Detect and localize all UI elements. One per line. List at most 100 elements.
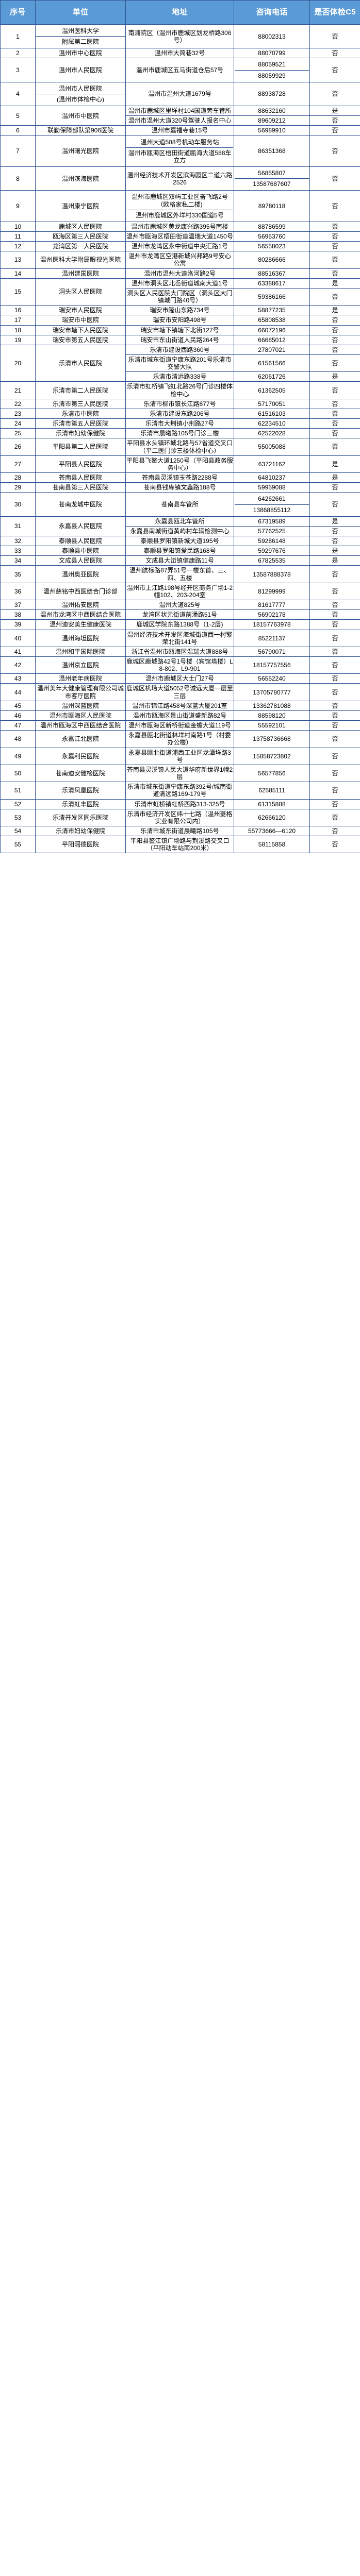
cell-c5: 否 bbox=[309, 381, 360, 399]
cell-address: 温州市上江路198号经开区商务广场1-2幢102、203-204室 bbox=[125, 582, 234, 601]
cell-phone: 56902178 bbox=[234, 609, 310, 620]
cell-c5: 否 bbox=[309, 408, 360, 419]
cell-address: 永嘉县瓯北街道浦西工业区龙潭垟路3号 bbox=[125, 747, 234, 765]
cell-unit: 平阳县第二人民医院 bbox=[35, 438, 126, 456]
cell-unit: 鹿城区人民医院 bbox=[35, 221, 126, 232]
cell-address: 温州市嘉福寺巷15号 bbox=[125, 125, 234, 136]
cell-phone: 88598120 bbox=[234, 710, 310, 721]
cell-unit: 乐清市第五人民医院 bbox=[35, 418, 126, 429]
cell-c5: 否 bbox=[309, 492, 360, 517]
cell-c5: 否 bbox=[309, 190, 360, 222]
cell-address: 温州市鹿城区大士门27号 bbox=[125, 673, 234, 684]
cell-phone: 88002313 bbox=[234, 24, 310, 49]
cell-index: 35 bbox=[0, 565, 36, 583]
table-row: 1 温州医科大学 附属第二医院 南浦院区（温州市鹿城区划龙桥路306号） 8800231… bbox=[0, 24, 360, 49]
cell-unit: 温州市瓯海区中西医结合医院 bbox=[35, 720, 126, 731]
cell-c5: 否 bbox=[309, 398, 360, 409]
cell-address: 温州航标路87弄51号一楼东首、三、四、五楼 bbox=[125, 565, 234, 583]
cell-c5: 否 bbox=[309, 782, 360, 800]
cell-c5: 否 bbox=[309, 428, 360, 439]
cell-index: 44 bbox=[0, 683, 36, 701]
cell-address: 苍南县灵溪镇玉苍路2288号 bbox=[125, 472, 234, 483]
cell-address: 乐清市虹桥镇飞虹北路26号门诊四楼体检中心 bbox=[125, 381, 234, 399]
cell-phone: 13587888378 bbox=[234, 565, 310, 583]
cell-c5: 否 bbox=[309, 836, 360, 854]
cell-c5: 否 bbox=[309, 825, 360, 837]
cell-phone: 89609212 bbox=[234, 115, 310, 126]
cell-c5: 否 bbox=[309, 334, 360, 345]
cell-c5: 否 bbox=[309, 629, 360, 647]
cell-c5: 否 bbox=[309, 609, 360, 620]
cell-address: 温州市温州大道320号驾驶人报名中心 bbox=[125, 115, 234, 126]
cell-c5: 否 bbox=[309, 135, 360, 167]
cell-c5: 否 bbox=[309, 683, 360, 701]
cell-index: 42 bbox=[0, 656, 36, 674]
cell-phone: 61516103 bbox=[234, 408, 310, 419]
cell-address-part: 温州市鹿城区双屿工业区奋飞路2号（欧格家私二楼) bbox=[132, 193, 228, 208]
table-row: 21 乐清市第二人民医院 乐清市虹桥镇飞虹北路26号门诊四楼体检中心 61362505… bbox=[0, 381, 360, 399]
table-row: 31 永嘉县人民医院 永嘉县瓯北车管所 67319589 是 bbox=[0, 516, 360, 536]
cell-phone: 88632160 bbox=[234, 106, 310, 116]
cell-phone: 56855807 13587687607 bbox=[234, 166, 310, 191]
cell-address: 温州市鹿城区里垟村104国道旁车管所 bbox=[125, 106, 234, 116]
cell-address: 温州市大简巷32号 bbox=[125, 48, 234, 59]
table-row: 12 龙湾区第一人民医院 温州市龙湾区永中街道中央汇路1号 56558023 否 bbox=[0, 241, 360, 252]
column-header-address: 地址 bbox=[125, 0, 234, 25]
table-row: 9 温州康宁医院 温州市鹿城区双屿工业区奋飞路2号（欧格家私二楼) 温州市鹿城区外垟村… bbox=[0, 190, 360, 222]
cell-phone-part: 13868855112 bbox=[235, 504, 309, 515]
table-row: 15 洞头区人民医院 温州市洞头区北岙街道城南大道1号 63388617 是 bbox=[0, 278, 360, 306]
cell-unit: 温州深蓝医院 bbox=[35, 700, 126, 711]
cell-phone: 66685012 bbox=[234, 334, 310, 345]
table-row: 6 联勤保障部队第906医院 温州市嘉福寺巷15号 56989910 否 bbox=[0, 125, 360, 136]
cell-phone: 62522028 bbox=[234, 428, 310, 439]
cell-c5: 是 bbox=[309, 555, 360, 566]
cell-unit: 苍南县第三人民医院 bbox=[35, 482, 126, 493]
cell-c5: 否 bbox=[309, 764, 360, 783]
cell-c5: 否 bbox=[309, 710, 360, 721]
cell-unit: 温州医科大学附属眼视光医院 bbox=[35, 251, 126, 269]
cell-c5: 否 bbox=[309, 720, 360, 731]
cell-address: 温州市锦江路458号深蓝大厦201室 bbox=[125, 700, 234, 711]
table-row: 52 乐清虹丰医院 乐清市虹桥镇虹桥西路313-325号 61315888 否 bbox=[0, 799, 360, 809]
cell-address: 瑞安市塘下镇塘下北街127号 bbox=[125, 325, 234, 335]
cell-unit: 苍南迪安健检医院 bbox=[35, 764, 126, 783]
cell-phone: 67319589 bbox=[234, 516, 310, 527]
cell-index: 8 bbox=[0, 166, 36, 191]
cell-phone: 80286666 bbox=[234, 251, 310, 269]
cell-c5: 否 bbox=[309, 231, 360, 242]
cell-phone: 64810237 bbox=[234, 472, 310, 483]
cell-address: 温州市鹿城区黄龙康兴路395号南楼 bbox=[125, 221, 234, 232]
cell-address: 苍南县车管所 bbox=[125, 492, 234, 517]
cell-c5: 否 bbox=[309, 344, 360, 355]
cell-unit: 乐清市人民医院 bbox=[35, 344, 126, 382]
table-row: 27 平阳县人民医院 平阳县飞鳌大道1250号（平阳县政务服务中心） 63721162… bbox=[0, 455, 360, 473]
cell-phone: 15858723802 bbox=[234, 747, 310, 765]
cell-unit: 永嘉县人民医院 bbox=[35, 516, 126, 536]
cell-unit: 乐清市妇幼保健院 bbox=[35, 428, 126, 439]
cell-address: 乐清市虹桥镇虹桥西路313-325号 bbox=[125, 799, 234, 809]
table-row: 25 乐清市妇幼保健院 乐清市晨曦路105号门诊三楼 62522028 否 bbox=[0, 428, 360, 439]
cell-unit: 乐清开发区同乐医院 bbox=[35, 808, 126, 826]
table-row: 24 乐清市第五人民医院 乐清市大荆镇小荆路27号 62234510 否 bbox=[0, 418, 360, 429]
cell-address: 永嘉县瓯北街道林垟村南路1号（村委办公楼） bbox=[125, 730, 234, 748]
cell-phone: 63388617 bbox=[234, 278, 310, 289]
cell-index: 33 bbox=[0, 546, 36, 556]
cell-index: 25 bbox=[0, 428, 36, 439]
cell-unit: 乐清市第二人民医院 bbox=[35, 381, 126, 399]
cell-address: 乐清市城东街道晨曦路105号 bbox=[125, 825, 234, 837]
cell-address: 平阳县飞鳌大道1250号（平阳县政务服务中心） bbox=[125, 455, 234, 473]
table-row: 48 永嘉江北医院 永嘉县瓯北街道林垟村南路1号（村委办公楼） 13758736668… bbox=[0, 730, 360, 748]
cell-unit: 乐清凤凰医院 bbox=[35, 782, 126, 800]
cell-unit: 温州佑安医院 bbox=[35, 600, 126, 611]
cell-phone: 57170051 bbox=[234, 398, 310, 409]
cell-index: 54 bbox=[0, 825, 36, 837]
cell-index: 20 bbox=[0, 344, 36, 382]
cell-index: 24 bbox=[0, 418, 36, 429]
cell-c5: 是 bbox=[309, 455, 360, 473]
cell-address: 瑞安市东山街道人民路264号 bbox=[125, 334, 234, 345]
cell-c5: 是 bbox=[309, 106, 360, 116]
cell-unit: 温州和平国际医院 bbox=[35, 646, 126, 657]
cell-phone: 88516367 bbox=[234, 268, 310, 279]
cell-index: 39 bbox=[0, 619, 36, 630]
table-body: 1 温州医科大学 附属第二医院 南浦院区（温州市鹿城区划龙桥路306号） 8800231… bbox=[0, 24, 360, 854]
